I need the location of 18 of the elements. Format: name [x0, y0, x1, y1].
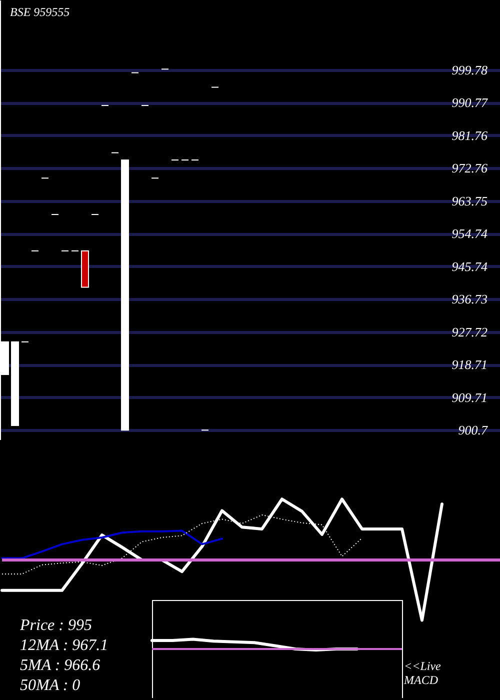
chart-title: BSE 959555 [10, 5, 70, 19]
y-tick-label: 927.72 [452, 324, 488, 340]
y-tick-label: 999.78 [452, 62, 488, 78]
y-tick-label: 918.71 [452, 357, 488, 372]
y-tick-label: 936.73 [452, 292, 488, 307]
y-tick-label: 963.75 [452, 193, 488, 208]
annotation: Price : 995 [19, 617, 92, 634]
y-tick-label: 945.74 [452, 258, 488, 274]
y-tick-label: 990.77 [452, 95, 488, 110]
y-tick-label: 981.76 [452, 128, 488, 143]
y-tick-label: 972.76 [452, 160, 488, 176]
text: 50MA : 0 [20, 677, 80, 694]
y-tick-label: 909.71 [452, 390, 488, 405]
y-tick-label: 954.74 [452, 226, 488, 242]
text: <<Live MACD [403, 659, 442, 687]
text: 5MA : 966.6 [20, 657, 100, 674]
y-tick-label: 900.7 [458, 422, 488, 438]
text: 12MA : 967.1 [20, 637, 108, 654]
